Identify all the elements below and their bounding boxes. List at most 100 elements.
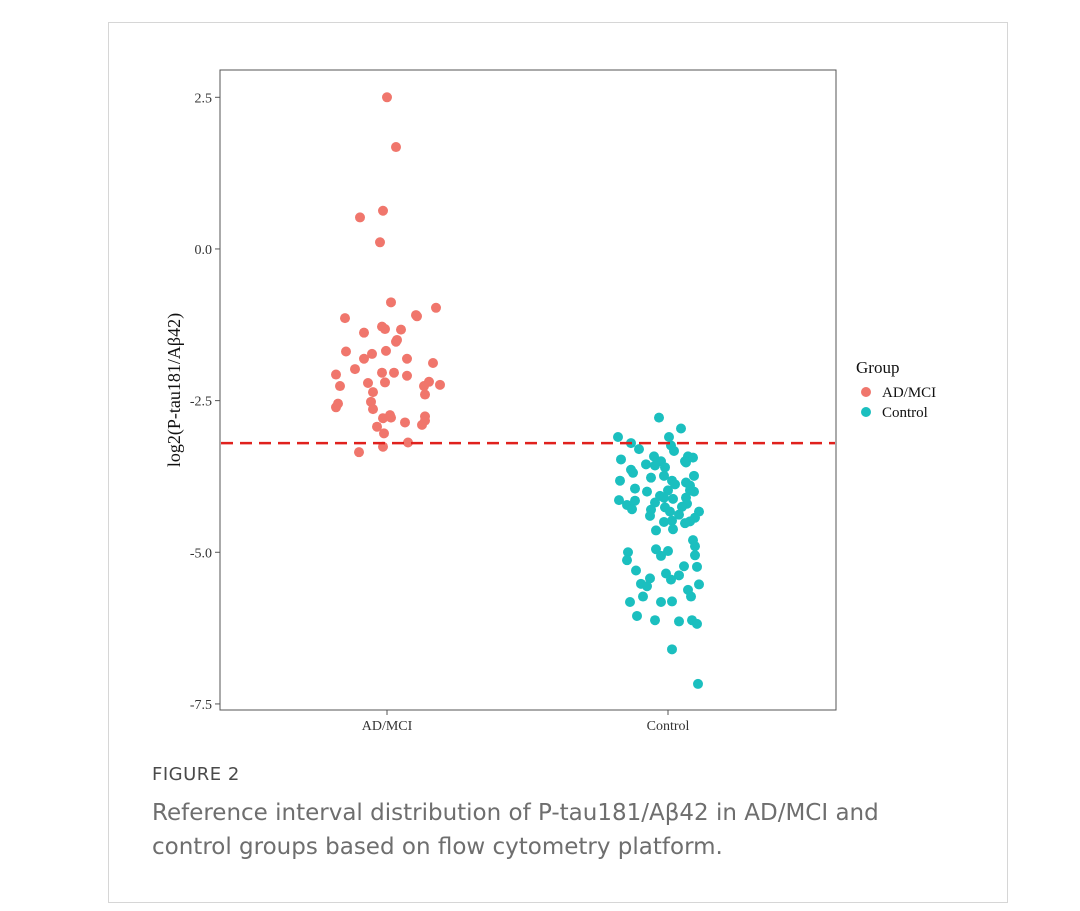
data-point-control (692, 561, 702, 572)
data-point-control (631, 565, 641, 576)
data-point-control (680, 518, 690, 529)
data-point-control (659, 492, 669, 503)
data-point-ad-mci (341, 346, 351, 357)
data-point-control (634, 444, 644, 455)
data-point-control (690, 541, 700, 552)
legend-key-ad-mci (861, 387, 871, 397)
data-point-control (650, 460, 660, 471)
data-point-control (616, 454, 626, 465)
data-point-ad-mci (354, 447, 364, 458)
y-tick-label: -2.5 (190, 395, 212, 410)
data-point-control (667, 596, 677, 607)
data-point-control (627, 504, 637, 515)
data-point-ad-mci (379, 428, 389, 439)
data-point-control (649, 451, 659, 462)
y-tick-label: -5.0 (190, 546, 212, 561)
data-point-control (693, 678, 703, 689)
data-point-control (679, 561, 689, 572)
data-point-control (614, 495, 624, 506)
data-point-control (654, 412, 664, 423)
data-point-ad-mci (372, 421, 382, 432)
x-tick-label: AD/MCI (362, 719, 413, 734)
data-point-ad-mci (359, 353, 369, 364)
data-point-control (667, 515, 677, 526)
data-point-ad-mci (391, 336, 401, 347)
data-point-ad-mci (419, 381, 429, 392)
data-point-control (642, 486, 652, 497)
data-point-ad-mci (378, 413, 388, 424)
figure-caption: Reference interval distribution of P-tau… (152, 800, 879, 860)
scatter-chart: 2.5 0.0 -2.5 -5.0 -7.5 AD/MCI Control log2(P-… (164, 69, 936, 734)
data-point-control (645, 573, 655, 584)
y-tick-label: -7.5 (190, 698, 212, 713)
data-point-ad-mci (412, 311, 422, 322)
data-point-ad-mci (391, 142, 401, 153)
data-point-ad-mci (350, 364, 360, 375)
data-point-control (650, 497, 660, 508)
data-point-ad-mci (420, 389, 430, 400)
data-point-control (668, 524, 678, 535)
figure-label: FIGURE 2 (152, 764, 240, 785)
data-point-ad-mci (375, 237, 385, 248)
data-point-ad-mci (380, 377, 390, 388)
data-point-ad-mci (431, 302, 441, 313)
data-point-control (689, 470, 699, 481)
x-tick-label: Control (647, 719, 690, 734)
y-axis-title: log2(P-tau181/Aβ42) (164, 313, 185, 467)
y-tick-label: 0.0 (195, 243, 213, 258)
data-point-control (685, 485, 695, 496)
data-point-control (613, 432, 623, 443)
data-point-control (651, 525, 661, 536)
data-point-control (656, 550, 666, 561)
data-point-control (688, 452, 698, 463)
data-point-control (674, 509, 684, 520)
data-point-control (664, 432, 674, 443)
y-tick-label: 2.5 (195, 91, 213, 106)
data-point-control (668, 493, 678, 504)
data-point-control (622, 555, 632, 566)
data-point-ad-mci (400, 417, 410, 428)
data-point-ad-mci (389, 367, 399, 378)
data-point-control (686, 591, 696, 602)
legend: Group AD/MCI Control (856, 358, 936, 421)
data-point-ad-mci (355, 212, 365, 223)
data-point-control (646, 472, 656, 483)
data-point-ad-mci (335, 381, 345, 392)
data-point-ad-mci (402, 353, 412, 364)
data-point-control (670, 479, 680, 490)
data-point-ad-mci (340, 313, 350, 324)
data-point-control (645, 510, 655, 521)
data-point-ad-mci (403, 437, 413, 448)
data-point-control (628, 467, 638, 478)
data-point-control (666, 574, 676, 585)
data-point-control (674, 570, 684, 581)
legend-label: Control (882, 405, 928, 421)
data-point-control (692, 618, 702, 629)
data-point-ad-mci (359, 327, 369, 338)
data-point-control (663, 546, 673, 557)
data-point-control (632, 610, 642, 621)
data-point-ad-mci (367, 348, 377, 359)
data-point-ad-mci (382, 92, 392, 103)
data-point-control (659, 516, 669, 527)
data-point-ad-mci (368, 404, 378, 415)
data-point-ad-mci (428, 358, 438, 369)
legend-label: AD/MCI (882, 385, 936, 401)
data-point-control (667, 644, 677, 655)
data-point-ad-mci (402, 370, 412, 381)
data-point-ad-mci (331, 402, 341, 413)
data-point-control (656, 597, 666, 608)
data-point-ad-mci (378, 205, 388, 216)
data-point-control (663, 485, 673, 496)
data-point-control (659, 470, 669, 481)
data-point-ad-mci (381, 345, 391, 356)
data-point-control (641, 459, 651, 470)
data-point-control (623, 547, 633, 558)
data-point-control (677, 501, 687, 512)
data-point-control (625, 597, 635, 608)
data-point-ad-mci (386, 412, 396, 423)
data-point-control (615, 475, 625, 486)
data-point-ad-mci (386, 297, 396, 308)
data-point-ad-mci (396, 324, 406, 335)
y-axis: 2.5 0.0 -2.5 -5.0 -7.5 (190, 91, 220, 713)
